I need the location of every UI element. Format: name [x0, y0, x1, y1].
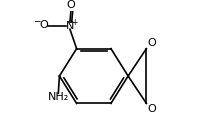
- Text: O: O: [67, 0, 75, 10]
- Text: O: O: [39, 20, 48, 30]
- Text: O: O: [147, 104, 156, 114]
- Text: NH₂: NH₂: [48, 92, 69, 102]
- Text: O: O: [147, 38, 156, 48]
- Text: −: −: [33, 16, 40, 25]
- Text: N: N: [66, 21, 74, 31]
- Text: +: +: [72, 18, 78, 27]
